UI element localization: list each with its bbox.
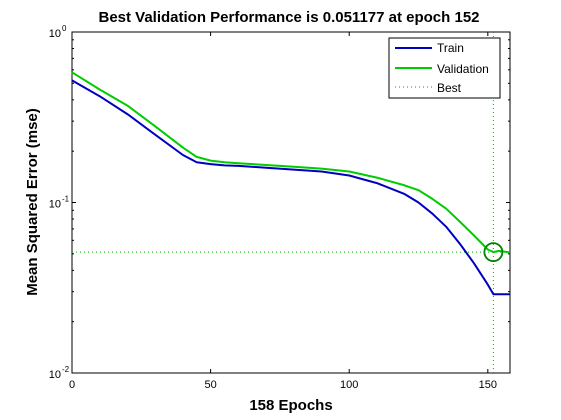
- x-tick-label: 100: [340, 379, 358, 391]
- y-tick-exponent: -1: [62, 195, 70, 204]
- y-tick-label: 10: [49, 28, 61, 40]
- legend-best-label: Best: [437, 81, 462, 95]
- best-point-marker: [483, 242, 504, 263]
- series-lines: [71, 71, 511, 296]
- x-axis-label: 158 Epochs: [249, 397, 332, 414]
- y-tick-exponent: 0: [62, 24, 67, 33]
- x-tick-label: 0: [69, 379, 75, 391]
- y-tick-label: 10: [49, 199, 61, 211]
- x-tick-label: 50: [204, 379, 216, 391]
- y-tick-label: 10: [49, 369, 61, 381]
- legend: Train Validation Best: [388, 37, 501, 99]
- chart-title: Best Validation Performance is 0.051177 …: [98, 9, 479, 26]
- x-tick-label: 150: [479, 379, 497, 391]
- legend-validation-label: Validation: [437, 62, 489, 76]
- y-tick-exponent: -2: [62, 365, 70, 374]
- train-line: [71, 79, 510, 296]
- validation-line: [71, 71, 511, 254]
- legend-train-label: Train: [437, 41, 464, 55]
- y-axis-label: Mean Squared Error (mse): [24, 108, 41, 296]
